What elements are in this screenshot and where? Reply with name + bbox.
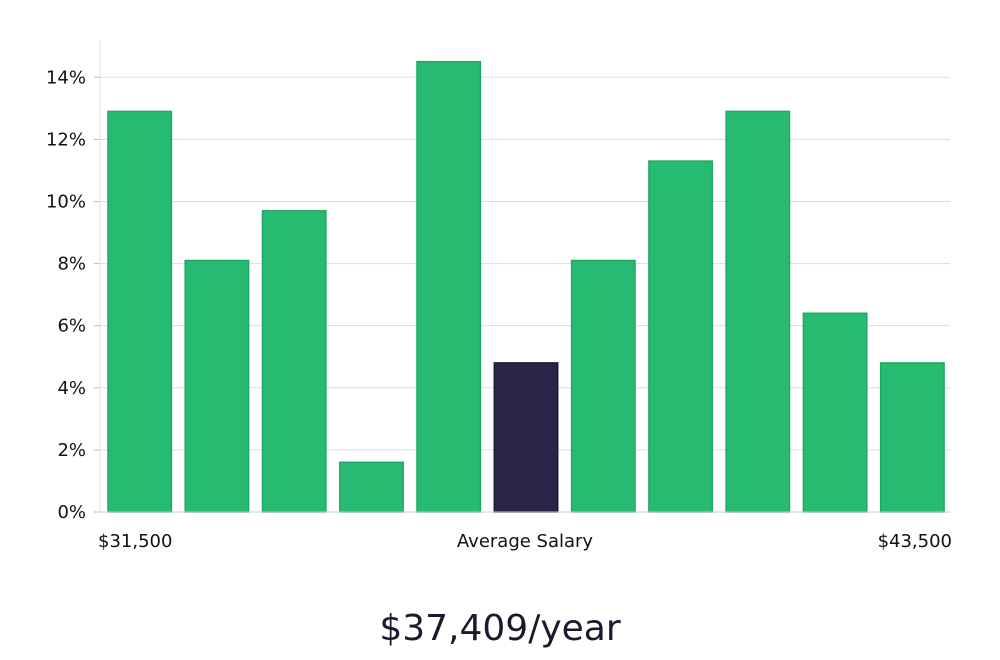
bar bbox=[339, 461, 404, 513]
x-label-min: $31,500 bbox=[98, 531, 172, 552]
x-label-max: $43,500 bbox=[878, 531, 952, 552]
bar bbox=[648, 160, 714, 513]
y-tick-label: 12% bbox=[46, 129, 86, 150]
y-tick-labels: 0% 2% 4% 6% 8% 10% 12% 14% bbox=[46, 67, 100, 523]
bars bbox=[107, 60, 945, 513]
bar bbox=[725, 110, 791, 513]
x-label-average: Average Salary bbox=[457, 531, 594, 552]
bar bbox=[261, 210, 327, 513]
bar bbox=[570, 259, 636, 513]
salary-histogram: 0% 2% 4% 6% 8% 10% 12% 14% $31,500 Average Sala… bbox=[46, 40, 952, 552]
bar bbox=[802, 312, 868, 513]
y-tick-label: 10% bbox=[46, 191, 86, 212]
y-tick-label: 14% bbox=[46, 67, 86, 88]
y-tick-label: 2% bbox=[57, 440, 86, 461]
y-tick-label: 6% bbox=[57, 316, 86, 337]
bar bbox=[107, 110, 173, 513]
average-salary-headline: $37,409/year bbox=[379, 608, 621, 649]
y-tick-label: 8% bbox=[57, 254, 86, 275]
bar bbox=[879, 362, 945, 513]
bar-average-salary bbox=[493, 362, 559, 513]
y-tick-label: 4% bbox=[57, 378, 86, 399]
bar bbox=[416, 60, 482, 513]
y-tick-label: 0% bbox=[57, 502, 86, 523]
bar bbox=[184, 259, 250, 513]
